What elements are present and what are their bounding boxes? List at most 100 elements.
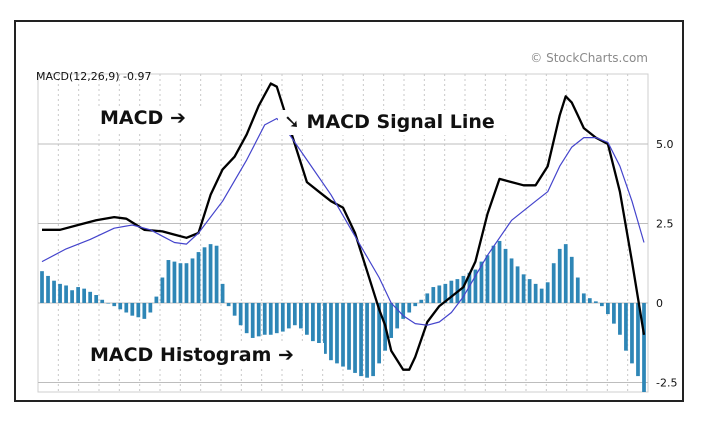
histogram-bar <box>341 302 345 367</box>
histogram-bar <box>545 282 550 303</box>
histogram-bar <box>593 301 598 303</box>
histogram-bar <box>250 302 255 338</box>
histogram-bar <box>437 285 442 303</box>
histogram-bar <box>329 302 333 361</box>
histogram-bar <box>202 247 207 303</box>
indicator-header: MACD(12,26,9) -0.97 <box>36 70 152 83</box>
histogram-bar <box>40 271 44 303</box>
histogram-bars <box>40 240 646 392</box>
signal-line <box>41 117 645 326</box>
histogram-bar <box>359 302 363 377</box>
histogram-bar <box>413 302 418 307</box>
histogram-bar <box>130 302 135 316</box>
histogram-bar <box>166 260 171 303</box>
histogram-bar <box>449 280 454 303</box>
histogram-bar <box>88 291 93 303</box>
histogram-bar <box>509 258 514 303</box>
histogram-bar <box>630 302 634 364</box>
histogram-bar <box>160 277 165 303</box>
histogram-bar <box>377 302 381 364</box>
histogram-bar <box>142 302 147 319</box>
histogram-bar <box>305 302 309 335</box>
signal-line-annotation: ➘ MACD Signal Line <box>284 111 495 133</box>
histogram-bar <box>569 256 574 303</box>
signal-line-annotation-background <box>278 110 518 135</box>
histogram-bar <box>485 255 490 303</box>
histogram-bar <box>503 248 508 303</box>
histogram-bar <box>467 272 472 303</box>
histogram-bar <box>401 302 406 319</box>
histogram-bar <box>395 302 400 329</box>
y-tick-label: 0 <box>656 297 663 310</box>
histogram-bar <box>335 302 339 364</box>
histogram-bar <box>220 283 225 303</box>
histogram-bar <box>347 302 351 370</box>
histogram-bar <box>190 258 195 303</box>
histogram-bar <box>184 263 189 303</box>
macd-line <box>42 82 646 371</box>
histogram-bar <box>365 302 369 378</box>
histogram-bar <box>624 302 628 351</box>
histogram-bar <box>539 288 544 303</box>
annotations: MACD ➔ ➘ MACD Signal Line MACD Histogram ➔ <box>84 106 518 368</box>
histogram-bar <box>70 290 74 303</box>
histogram-bar <box>154 296 159 303</box>
histogram-bar <box>612 302 616 324</box>
histogram-bar <box>112 302 117 307</box>
histogram-bar <box>497 240 502 303</box>
histogram-bar <box>280 302 285 332</box>
histogram-bar <box>317 302 321 350</box>
histogram-bar <box>232 302 237 316</box>
macd-annotation: MACD ➔ <box>100 107 186 129</box>
histogram-bar <box>551 263 556 303</box>
histogram-bar <box>461 275 466 303</box>
histogram-bar <box>76 287 80 303</box>
histogram-bar <box>563 244 568 303</box>
histogram-bar <box>407 302 412 313</box>
histogram-bar <box>106 302 111 304</box>
chart-frame: 5.0 2.5 0 -2.5 MACD(12,26,9) -0.97 © StockC… <box>14 20 684 402</box>
histogram-bar <box>64 285 68 303</box>
histogram-bar <box>606 302 610 315</box>
histogram-bar <box>371 302 375 377</box>
histogram-bar <box>196 252 201 303</box>
histogram-bar <box>419 299 424 303</box>
histogram-bar <box>274 302 279 334</box>
histogram-bar <box>244 302 249 334</box>
histogram-bar <box>491 245 496 303</box>
histogram-bar <box>311 302 315 342</box>
histogram-bar <box>118 302 123 310</box>
histogram-bar <box>94 295 99 303</box>
histogram-bar <box>292 302 297 326</box>
histogram-bar <box>521 274 526 303</box>
histogram-bar <box>353 302 357 373</box>
histogram-bar <box>238 302 243 326</box>
histogram-bar <box>581 293 586 303</box>
histogram-bar <box>172 261 177 303</box>
histogram-bar <box>52 280 56 303</box>
histogram-bar <box>82 288 87 303</box>
histogram-bar <box>214 245 219 303</box>
macd-annotation-background <box>94 106 212 131</box>
histogram-bar <box>642 302 646 392</box>
macd-chart: 5.0 2.5 0 -2.5 MACD(12,26,9) -0.97 © StockC… <box>36 51 677 393</box>
histogram-bar <box>587 298 592 303</box>
histogram-bar <box>473 269 478 303</box>
histogram-bar <box>557 248 562 303</box>
histogram-annotation-background <box>84 343 324 368</box>
histogram-bar <box>479 261 484 303</box>
histogram-bar <box>286 302 291 329</box>
histogram-bar <box>527 279 532 303</box>
histogram-bar <box>533 283 538 303</box>
histogram-bar <box>443 283 448 303</box>
histogram-bar <box>636 302 640 377</box>
histogram-bar <box>618 302 622 335</box>
histogram-bar <box>124 302 129 313</box>
y-tick-label: 2.5 <box>656 217 674 230</box>
histogram-bar <box>256 302 261 337</box>
histogram-bar <box>262 302 267 335</box>
histogram-bar <box>515 266 520 303</box>
histogram-bar <box>431 287 436 303</box>
histogram-bar <box>46 275 50 303</box>
histogram-bar <box>575 277 580 303</box>
